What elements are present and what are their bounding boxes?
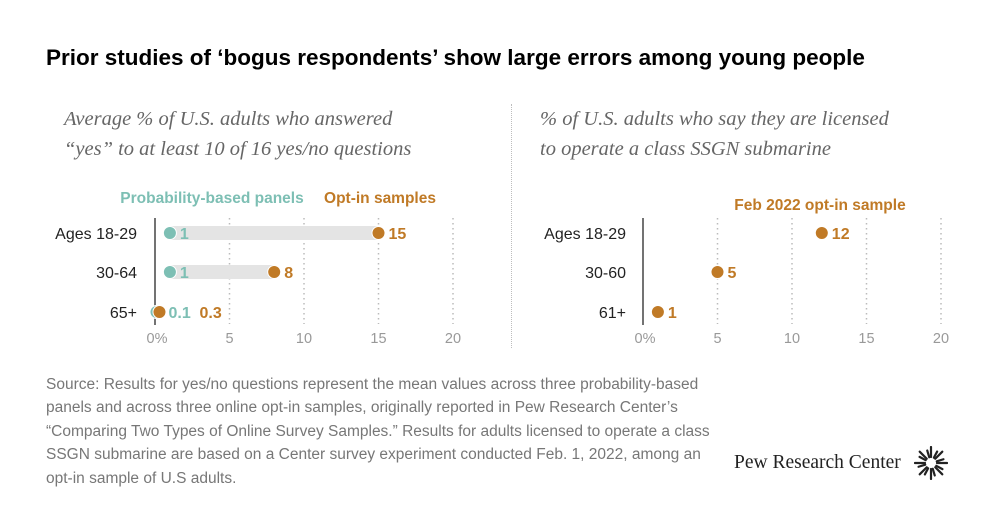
left-subtitle-line2: “yes” to at least 10 of 16 yes/no questi… <box>64 138 412 160</box>
data-point <box>152 305 167 319</box>
category-label: Ages 18-29 <box>544 226 626 243</box>
category-label: 30-60 <box>585 265 626 282</box>
data-point <box>267 265 282 279</box>
data-label: 1 <box>180 226 189 243</box>
data-point <box>162 265 177 279</box>
data-label: 8 <box>284 265 293 282</box>
logo-ray <box>932 450 939 459</box>
logo-ray <box>934 466 944 476</box>
logo-ray <box>918 455 927 462</box>
data-label: 5 <box>728 265 737 282</box>
x-tick-label: 10 <box>784 331 800 347</box>
logo-ray <box>931 467 936 477</box>
legend-label: Opt-in samples <box>324 190 436 207</box>
category-label: Ages 18-29 <box>55 226 137 243</box>
logo-ray <box>926 449 931 459</box>
logo-ray <box>917 463 927 468</box>
logo-ray <box>918 466 928 476</box>
x-tick-label: 20 <box>445 331 461 347</box>
data-point <box>814 226 829 240</box>
x-tick-label: 0% <box>147 331 168 347</box>
range-bar <box>169 226 379 240</box>
logo-ray <box>934 450 944 460</box>
category-label: 61+ <box>599 305 626 322</box>
data-label: 0.1 <box>168 305 190 322</box>
x-tick-label: 15 <box>370 331 386 347</box>
logo-ray <box>918 450 928 460</box>
category-label: 65+ <box>110 305 137 322</box>
category-label: 30-64 <box>96 265 137 282</box>
right-subtitle-line1: % of U.S. adults who say they are licens… <box>540 108 889 130</box>
right-chart-subtitle: % of U.S. adults who say they are licens… <box>540 104 960 164</box>
data-point <box>710 265 725 279</box>
data-point <box>371 226 386 240</box>
data-label: 1 <box>668 305 677 322</box>
logo-ray <box>935 458 945 463</box>
chart-title: Prior studies of ‘bogus respondents’ sho… <box>46 45 865 70</box>
logo-text: Pew Research Center <box>734 452 901 473</box>
data-label: 0.3 <box>199 305 221 322</box>
x-tick-label: 5 <box>225 331 233 347</box>
logo-ray <box>935 464 944 471</box>
source-note: Source: Results for yes/no questions rep… <box>46 376 710 487</box>
right-subtitle-line2: to operate a class SSGN submarine <box>540 138 831 160</box>
data-label: 12 <box>832 226 850 243</box>
legend-label: Probability-based panels <box>120 190 303 207</box>
data-label: 15 <box>389 226 407 243</box>
data-point <box>650 305 665 319</box>
x-tick-label: 10 <box>296 331 312 347</box>
x-tick-label: 20 <box>933 331 949 347</box>
left-chart-subtitle: Average % of U.S. adults who answered “y… <box>64 104 484 164</box>
x-tick-label: 15 <box>858 331 874 347</box>
left-subtitle-line1: Average % of U.S. adults who answered <box>64 108 393 130</box>
x-tick-label: 5 <box>713 331 721 347</box>
legend-label: Feb 2022 opt-in sample <box>734 197 906 214</box>
range-bar <box>169 265 275 279</box>
x-tick-label: 0% <box>635 331 656 347</box>
data-point <box>162 226 177 240</box>
panel-divider <box>511 104 512 348</box>
logo-ray <box>923 467 930 476</box>
data-label: 1 <box>180 265 189 282</box>
pew-logo-icon <box>914 446 948 480</box>
